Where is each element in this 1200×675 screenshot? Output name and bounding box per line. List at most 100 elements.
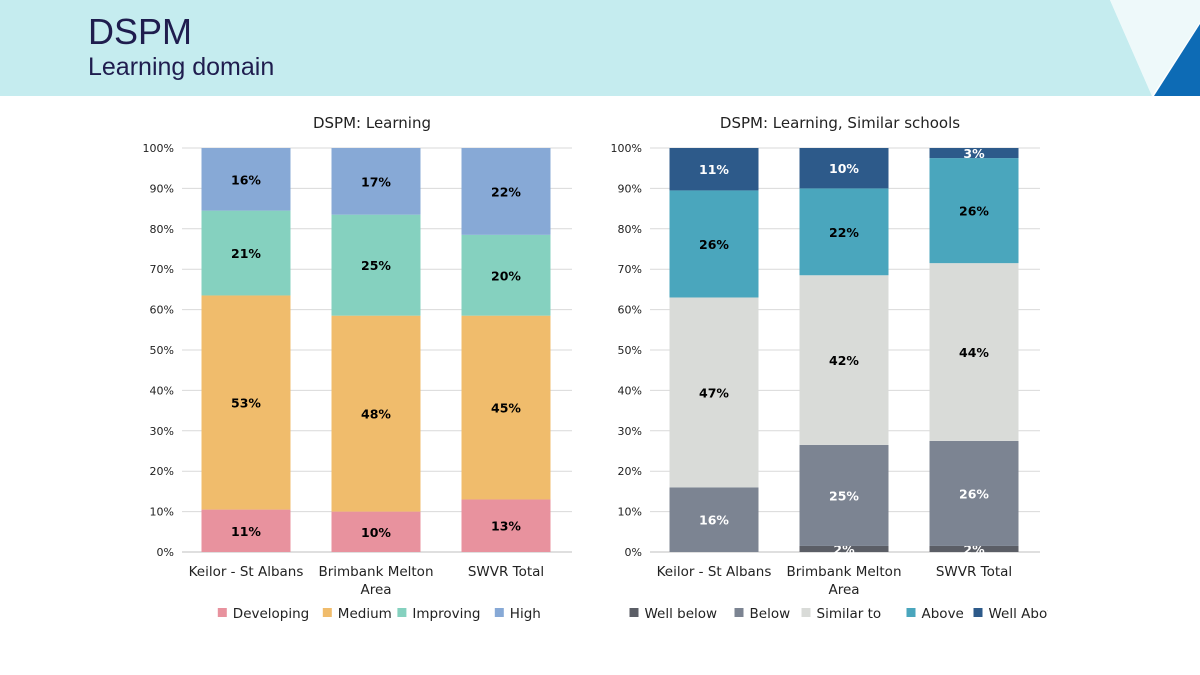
similar-bar-segment-similar-to	[929, 263, 1019, 441]
similar-bar-segment-well-above	[929, 148, 1019, 159]
learning-x-tick-label: Keilor - St Albans	[189, 564, 304, 580]
chart-similar-schools-svg: DSPM: Learning, Similar schools 0% 10% 20% 3…	[611, 114, 1064, 622]
similar-legend-swatch	[734, 608, 744, 617]
similar-data-label: 47%	[699, 385, 729, 400]
similar-title: DSPM: Learning, Similar schools	[720, 114, 960, 132]
learning-data-label: 53%	[231, 396, 261, 411]
chart-learning-svg: DSPM: Learning 0% 10% 20% 30% 40% 50% 60% 70% 80%…	[143, 114, 572, 622]
similar-data-label: 44%	[959, 345, 989, 360]
learning-y-tick-label: 30%	[150, 425, 174, 438]
learning-legend-swatch	[217, 608, 227, 617]
learning-y-tick-label: 50%	[150, 344, 174, 357]
similar-bar-segment-well-below	[799, 545, 889, 552]
learning-legend-label: Medium	[338, 606, 392, 622]
learning-data-label: 11%	[231, 524, 261, 539]
learning-data-label: 16%	[231, 172, 261, 187]
similar-bar-segment-well-below	[929, 545, 1019, 552]
similar-y-tick-label: 90%	[618, 182, 642, 195]
similar-y-tick-label: 10%	[618, 506, 642, 519]
similar-x-tick-label: Brimbank Melton	[786, 564, 901, 580]
learning-y-tick-label: 70%	[150, 263, 174, 276]
similar-x-tick-label: Area	[828, 582, 859, 598]
learning-bar-segment-medium	[331, 315, 421, 512]
similar-data-label: 26%	[959, 204, 989, 219]
similar-legend-label: Well below	[645, 606, 718, 622]
similar-y-tick-label: 60%	[618, 304, 642, 317]
learning-data-label: 22%	[491, 184, 521, 199]
similar-y-tick-label: 50%	[618, 344, 642, 357]
similar-legend-label: Above	[922, 606, 964, 622]
similar-data-label: 10%	[829, 161, 859, 176]
learning-bar-segment-medium	[461, 315, 551, 500]
learning-bar-segment-improving	[201, 210, 291, 296]
learning-y-tick-label: 0%	[157, 546, 174, 559]
learning-legend-label: Developing	[233, 606, 309, 622]
slide-subtitle: Learning domain	[88, 53, 275, 81]
learning-legend: Developing Medium Improving High	[217, 606, 541, 622]
learning-x-tick-label: Area	[360, 582, 391, 598]
learning-y-tick-label: 80%	[150, 223, 174, 236]
similar-y-tick-label: 80%	[618, 223, 642, 236]
learning-x-tick-label: Brimbank Melton	[318, 564, 433, 580]
learning-data-label: 10%	[361, 525, 391, 540]
learning-data-label: 25%	[361, 258, 391, 273]
similar-y-tick-label: 20%	[618, 465, 642, 478]
similar-bar-segment-above	[669, 190, 759, 298]
similar-data-label: 16%	[699, 513, 729, 528]
similar-data-label: 26%	[699, 237, 729, 252]
similar-data-label: 3%	[963, 146, 985, 161]
chart-learning: DSPM: Learning 0% 10% 20% 30% 40% 50% 60% 70% 80%…	[140, 100, 580, 645]
learning-data-label: 45%	[491, 401, 521, 416]
similar-legend-label: Similar to	[817, 606, 882, 622]
learning-bar-segment-developing	[461, 499, 551, 552]
learning-legend-label: High	[510, 606, 541, 622]
learning-legend-swatch	[322, 608, 332, 617]
banner-background	[0, 0, 1152, 96]
learning-y-tick-label: 60%	[150, 304, 174, 317]
similar-legend: Well below Below Similar to Above Well Above	[629, 606, 1064, 622]
similar-x-tick-label: SWVR Total	[936, 564, 1012, 580]
learning-y-tick-label: 20%	[150, 465, 174, 478]
similar-legend-swatch	[801, 608, 811, 617]
similar-y-tick-label: 0%	[625, 546, 642, 559]
similar-legend-label: Below	[750, 606, 791, 622]
learning-bar-segment-developing	[201, 509, 291, 552]
similar-y-tick-label: 70%	[618, 263, 642, 276]
learning-legend-swatch	[397, 608, 407, 617]
learning-data-label: 17%	[361, 174, 391, 189]
learning-y-tick-label: 40%	[150, 384, 174, 397]
learning-legend-swatch	[494, 608, 504, 617]
similar-data-label: 42%	[829, 353, 859, 368]
similar-y-tick-label: 40%	[618, 384, 642, 397]
learning-bar-segment-developing	[331, 511, 421, 552]
learning-data-label: 20%	[491, 268, 521, 283]
learning-bar-segment-improving	[461, 234, 551, 316]
similar-y-tick-label: 30%	[618, 425, 642, 438]
learning-bar-segment-high	[331, 148, 421, 215]
similar-bar-segment-similar-to	[799, 275, 889, 445]
similar-legend-swatch	[906, 608, 916, 617]
similar-data-label: 25%	[829, 488, 859, 503]
learning-title: DSPM: Learning	[313, 114, 431, 132]
similar-bar-segment-well-above	[799, 148, 889, 189]
learning-y-tick-label: 10%	[150, 506, 174, 519]
banner-corner-light	[1110, 0, 1200, 96]
similar-x-tick-label: Keilor - St Albans	[657, 564, 772, 580]
learning-bar-segment-medium	[201, 295, 291, 510]
chart-similar-schools: DSPM: Learning, Similar schools 0% 10% 20% 3…	[608, 100, 1064, 645]
learning-x-tick-label: SWVR Total	[468, 564, 544, 580]
similar-bar-segment-well-above	[669, 148, 759, 191]
similar-bar-segment-similar-to	[669, 297, 759, 488]
similar-bar-segment-below	[929, 440, 1019, 546]
similar-bar-segment-below	[799, 444, 889, 546]
banner-accent-triangle	[1154, 24, 1200, 96]
learning-y-tick-label: 100%	[143, 142, 174, 155]
learning-bar-segment-high	[461, 148, 551, 235]
learning-bar-segment-high	[201, 148, 291, 211]
similar-bar-segment-above	[929, 158, 1019, 264]
similar-bar-segment-below	[669, 487, 759, 552]
title-banner: DSPM Learning domain	[0, 0, 1200, 96]
similar-legend-label: Well Above	[989, 606, 1049, 622]
learning-legend-label: Improving	[412, 606, 480, 622]
similar-data-label: 22%	[829, 225, 859, 240]
